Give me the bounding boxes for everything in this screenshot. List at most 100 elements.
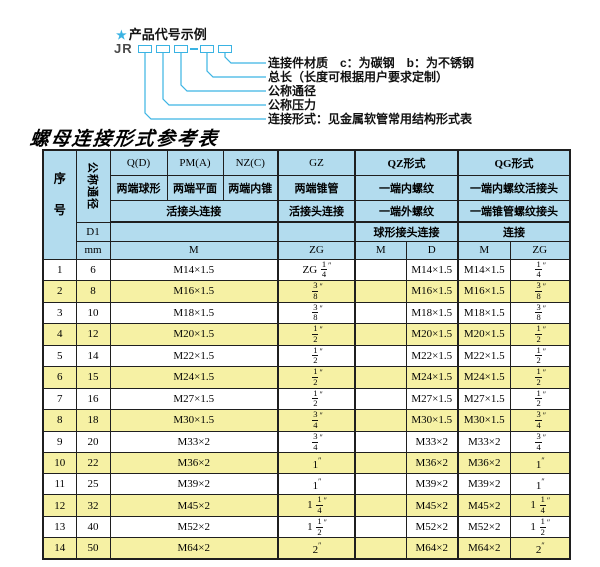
header-gz-connection: 活接头连接 — [277, 199, 356, 223]
cell-thread-m: M36×2 — [109, 452, 279, 475]
cell-qg-zg: 1″ — [509, 452, 571, 475]
cell-thread-m: M18×1.5 — [109, 301, 279, 325]
header-col-pm: PM(A) — [166, 149, 224, 176]
cell-qg-zg: 1 2 ″ — [509, 323, 571, 346]
cell-qz-d: M36×2 — [405, 452, 459, 475]
cell-qg-m: M30×1.5 — [457, 409, 511, 432]
table-row: 8 18 M30×1.5 3 4 ″ M30×1.5 M30×1.5 3 4 ″ — [42, 409, 571, 432]
table-row: 6 15 M24×1.5 1 2 ″ M24×1.5 M24×1.5 1 2 ″ — [42, 366, 571, 389]
header-col-gz: GZ — [277, 149, 356, 176]
cell-thread-m: M52×2 — [109, 515, 279, 539]
cell-qz-m — [354, 344, 407, 368]
table-row: 2 8 M16×1.5 3 8 ″ M16×1.5 M16×1.5 3 8 ″ — [42, 280, 571, 303]
table-body: 1 6 M14×1.5 ZG 1 4 ″ M14×1.5 M14×1.5 1 4 ″ 2 8 M16×1.… — [42, 258, 571, 560]
cell-dn-mm: 40 — [75, 515, 111, 539]
cell-qz-m — [354, 473, 407, 496]
cell-qg-m: M22×1.5 — [457, 344, 511, 368]
label-material: 连接件材质 c：为碳钢 b：为不锈钢 — [268, 56, 475, 70]
cell-thread-m: M64×2 — [109, 537, 279, 560]
cell-gz-zg: 3 4 ″ — [277, 409, 356, 432]
table-row: 3 10 M18×1.5 3 8 ″ M18×1.5 M18×1.5 3 8 ″ — [42, 301, 571, 325]
cell-gz-zg: 1″ — [277, 473, 356, 496]
table-row: 5 14 M22×1.5 1 2 ″ M22×1.5 M22×1.5 1 2 ″ — [42, 344, 571, 368]
table-row: 13 40 M52×2 1 1 2 ″ M52×2 M52×2 1 1 2 ″ — [42, 515, 571, 539]
header-blank-gz — [277, 221, 356, 242]
cell-qz-d: M39×2 — [405, 473, 459, 496]
cell-dn-mm: 50 — [75, 537, 111, 560]
cell-qz-m — [354, 515, 407, 539]
cell-qz-d: M52×2 — [405, 515, 459, 539]
cell-gz-zg: 3 8 ″ — [277, 301, 356, 325]
cell-gz-zg: 2″ — [277, 537, 356, 560]
table-row: 12 32 M45×2 1 1 4 ″ M45×2 M45×2 1 1 4 ″ — [42, 494, 571, 517]
cell-qg-m: M52×2 — [457, 515, 511, 539]
table-row: 10 22 M36×2 1″ M36×2 M36×2 1″ — [42, 452, 571, 475]
cell-dn-mm: 12 — [75, 323, 111, 346]
table-row: 7 16 M27×1.5 1 2 ″ M27×1.5 M27×1.5 1 2 ″ — [42, 387, 571, 411]
cell-dn-mm: 18 — [75, 409, 111, 432]
cell-gz-zg: ZG 1 4 ″ — [277, 258, 356, 282]
cell-qz-m — [354, 323, 407, 346]
label-nominal-pressure: 公称压力 — [268, 98, 317, 112]
code-box-2 — [156, 45, 170, 53]
cell-qg-zg: 1 1 4 ″ — [509, 494, 571, 517]
cell-qz-d: M33×2 — [405, 430, 459, 454]
cell-qz-d: M14×1.5 — [405, 258, 459, 282]
cell-qg-m: M36×2 — [457, 452, 511, 475]
header-gz-desc: 两端锥管 — [277, 174, 356, 201]
header-blank-main — [109, 221, 279, 242]
cell-thread-m: M33×2 — [109, 430, 279, 454]
cell-seq: 2 — [42, 280, 77, 303]
cell-seq: 3 — [42, 301, 77, 325]
cell-qz-m — [354, 258, 407, 282]
cell-seq: 11 — [42, 473, 77, 496]
cell-seq: 14 — [42, 537, 77, 560]
cell-qz-m — [354, 387, 407, 411]
label-connection-form: 连接形式：见金属软管常用结构形式表 — [268, 112, 473, 126]
header-pm-desc: 两端平面 — [166, 174, 224, 201]
cell-thread-m: M14×1.5 — [109, 258, 279, 282]
header-qg-desc2: 一端锥管螺纹接头 — [457, 199, 571, 223]
table-row: 14 50 M64×2 2″ M64×2 M64×2 2″ — [42, 537, 571, 560]
cell-qg-m: M24×1.5 — [457, 366, 511, 389]
header-col-qz: QZ形式 — [354, 149, 459, 176]
cell-qz-m — [354, 430, 407, 454]
cell-gz-zg: 1 1 2 ″ — [277, 515, 356, 539]
diagram-title: ★ 产品代号示例 — [116, 24, 207, 43]
star-icon: ★ — [116, 28, 127, 42]
cell-qg-zg: 3 8 ″ — [509, 280, 571, 303]
header-col-nz: NZ(C) — [222, 149, 279, 176]
cell-seq: 1 — [42, 258, 77, 282]
cell-gz-zg: 1″ — [277, 452, 356, 475]
cell-dn-mm: 32 — [75, 494, 111, 517]
cell-thread-m: M30×1.5 — [109, 409, 279, 432]
header-qz-desc1: 一端内螺纹 — [354, 174, 459, 201]
cell-qg-zg: 1 2 ″ — [509, 344, 571, 368]
cell-qg-zg: 3 8 ″ — [509, 301, 571, 325]
cell-dn-mm: 8 — [75, 280, 111, 303]
cell-qg-m: M39×2 — [457, 473, 511, 496]
header-qz-desc2: 一端外螺纹 — [354, 199, 459, 223]
cell-dn-mm: 15 — [75, 366, 111, 389]
header-zg1: ZG — [277, 240, 356, 260]
cell-dn-mm: 20 — [75, 430, 111, 454]
table-title: 螺母连接形式参考表 — [28, 128, 221, 150]
cell-qz-m — [354, 409, 407, 432]
cell-thread-m: M24×1.5 — [109, 366, 279, 389]
cell-qg-m: M16×1.5 — [457, 280, 511, 303]
cell-seq: 6 — [42, 366, 77, 389]
cell-dn-mm: 25 — [75, 473, 111, 496]
code-box-1 — [138, 45, 152, 53]
header-qg-desc1: 一端内螺纹活接头 — [457, 174, 571, 201]
cell-qg-m: M33×2 — [457, 430, 511, 454]
cell-qg-zg: 1 4 ″ — [509, 258, 571, 282]
header-m3: M — [457, 240, 511, 260]
cell-dn-mm: 14 — [75, 344, 111, 368]
code-box-4 — [200, 45, 214, 53]
cell-thread-m: M16×1.5 — [109, 280, 279, 303]
cell-thread-m: M20×1.5 — [109, 323, 279, 346]
header-qg-connection: 连接 — [457, 221, 571, 242]
cell-seq: 8 — [42, 409, 77, 432]
cell-seq: 12 — [42, 494, 77, 517]
header-col-qg: QG形式 — [457, 149, 571, 176]
